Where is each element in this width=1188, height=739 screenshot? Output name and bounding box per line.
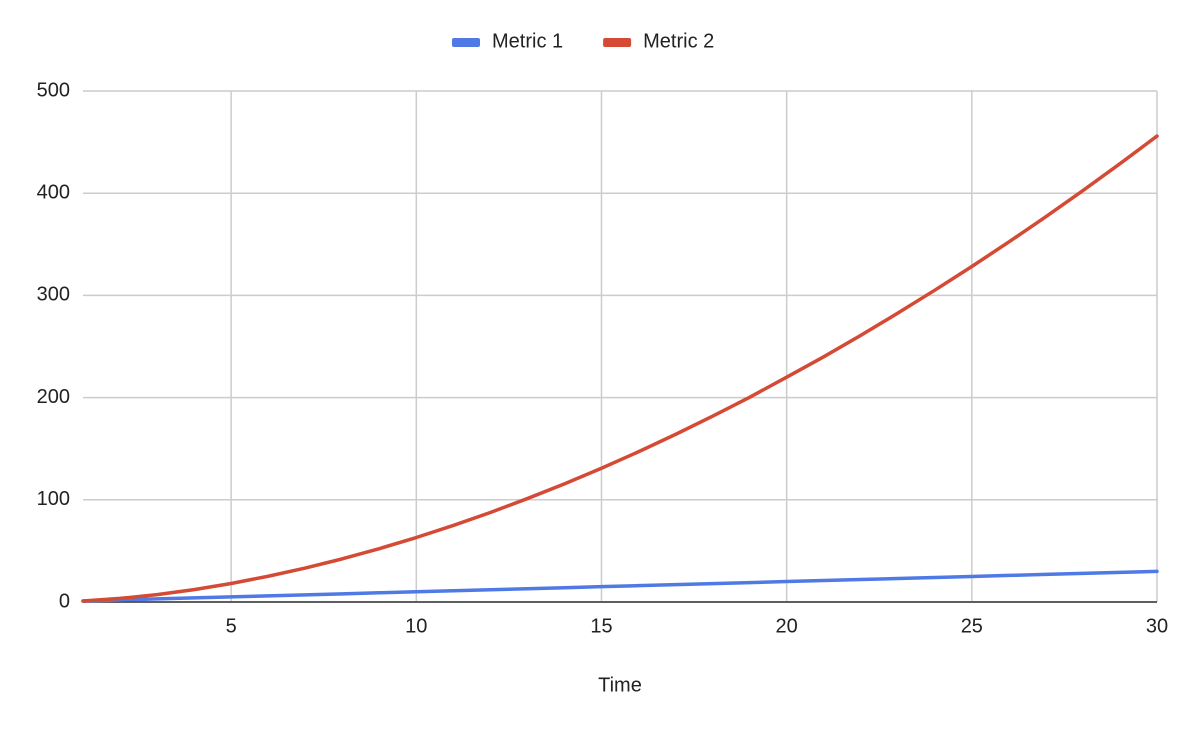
y-tick-label: 400 [37, 181, 70, 203]
x-tick-label: 15 [590, 615, 612, 637]
line-series [81, 134, 1159, 603]
line-series [81, 569, 1159, 603]
legend-swatch [452, 38, 480, 47]
legend-label: Metric 2 [643, 30, 714, 52]
y-tick-label: 500 [37, 79, 70, 101]
y-tick-label: 100 [37, 488, 70, 510]
legend-swatch [603, 38, 632, 47]
x-axis-label: Time [598, 674, 642, 696]
y-tick-label: 200 [37, 386, 70, 408]
x-tick-label: 30 [1146, 615, 1168, 637]
x-tick-label: 5 [226, 615, 237, 637]
y-tick-label: 0 [59, 590, 70, 612]
legend-label: Metric 1 [492, 30, 563, 52]
x-tick-label: 10 [405, 615, 427, 637]
y-tick-label: 300 [37, 284, 70, 306]
x-tick-label: 20 [776, 615, 798, 637]
x-tick-label: 25 [961, 615, 983, 637]
